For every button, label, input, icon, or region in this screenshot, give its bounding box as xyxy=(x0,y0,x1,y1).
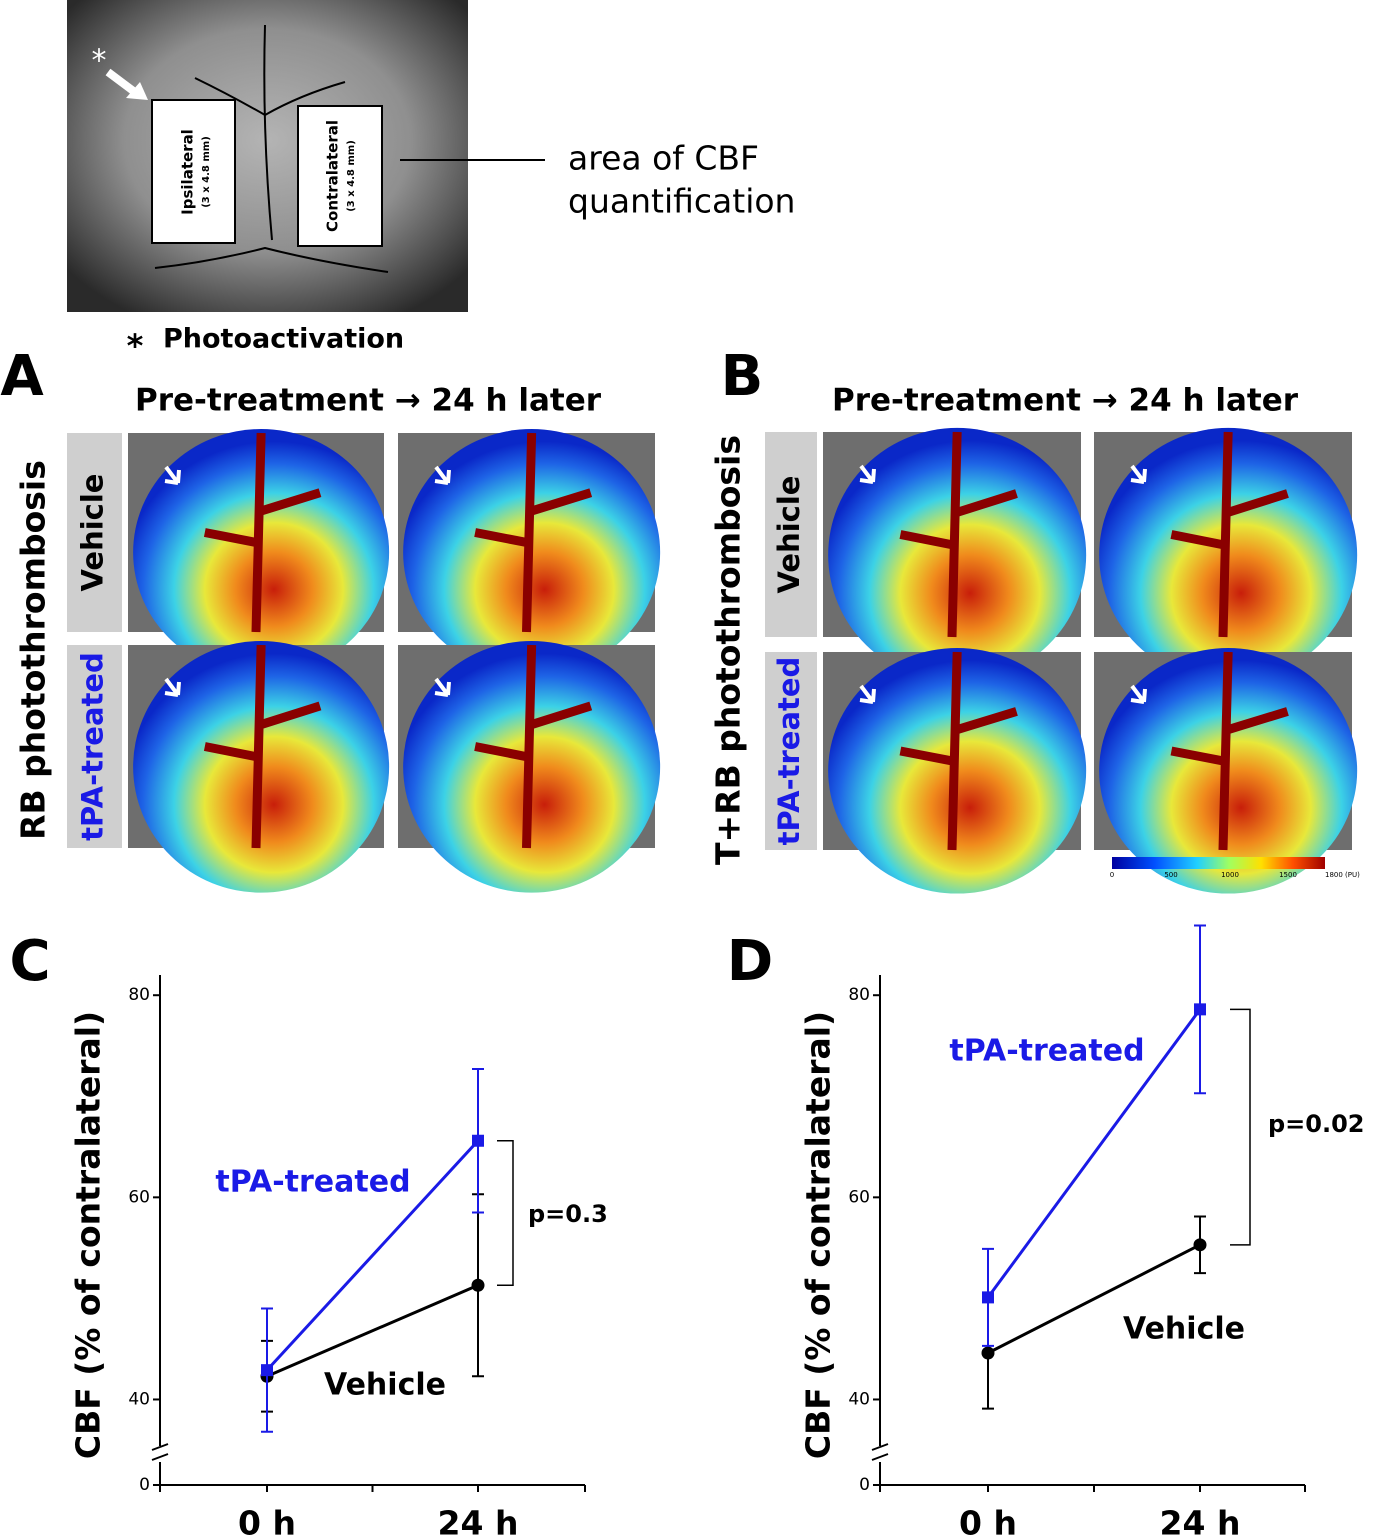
series-label: tPA-treated xyxy=(949,1034,1144,1069)
photo-marker: * xyxy=(92,44,107,79)
colorbar-label: 1800 (PU) xyxy=(1325,871,1360,879)
marker xyxy=(471,1278,485,1292)
axis-break xyxy=(871,1443,889,1461)
series-line xyxy=(986,1008,1202,1299)
arrow xyxy=(164,677,181,697)
y-tick-label: 0 xyxy=(139,1475,150,1495)
panel-header: Pre-treatment → 24 h later xyxy=(135,383,602,419)
colorbar-label: 1500 xyxy=(1279,871,1297,879)
arrow xyxy=(859,464,876,484)
arrow xyxy=(1130,684,1147,704)
row-label: tPA-treated xyxy=(772,657,806,846)
p-value: p=0.3 xyxy=(528,1200,608,1228)
series-label: Vehicle xyxy=(324,1368,446,1403)
y-tick-label: 60 xyxy=(128,1187,150,1207)
arrow xyxy=(434,677,451,697)
vessel xyxy=(899,431,1018,638)
colorbar xyxy=(1112,857,1325,869)
y-tick-label: 40 xyxy=(848,1389,870,1409)
series-line xyxy=(265,1139,480,1372)
marker xyxy=(261,1364,273,1377)
row-box xyxy=(765,652,817,850)
row-label: tPA-treated xyxy=(76,652,110,841)
bracket xyxy=(497,1139,514,1287)
row-box xyxy=(765,432,817,637)
panel-header: Pre-treatment → 24 h later xyxy=(832,383,1299,419)
vessel xyxy=(203,432,322,633)
vessel xyxy=(1170,651,1289,851)
series-line xyxy=(266,1283,479,1378)
p-value: p=0.02 xyxy=(1268,1110,1365,1138)
row-label: Vehicle xyxy=(772,476,806,594)
callout: area of CBF xyxy=(568,139,759,178)
side-label: T+RB photothrombosis xyxy=(709,435,748,865)
y-tick-label: 0 xyxy=(859,1475,870,1495)
arrow xyxy=(1130,464,1147,484)
y-tick-label: 80 xyxy=(128,985,150,1005)
y-axis-label: CBF (% of contralateral) xyxy=(799,1011,838,1459)
x-tick-label: 0 h xyxy=(238,1504,296,1539)
marker xyxy=(1194,1003,1206,1016)
row-label: Vehicle xyxy=(76,474,110,592)
box-size: (3 x 4.8 mm) xyxy=(346,140,357,212)
colorbar-label: 1000 xyxy=(1221,871,1239,879)
colorbar-label: 0 xyxy=(1110,871,1114,879)
arrow xyxy=(859,684,876,704)
callout: quantification xyxy=(568,182,795,221)
x-tick-label: 24 h xyxy=(1160,1504,1241,1539)
box-label: Ipsilateral xyxy=(179,129,197,215)
arrow xyxy=(434,465,451,485)
axis-break xyxy=(151,1443,169,1461)
marker xyxy=(1193,1238,1207,1252)
photo xyxy=(67,0,545,312)
side-label: RB photothrombosis xyxy=(14,460,53,840)
panel-letter: B xyxy=(721,344,764,409)
panel-letter: C xyxy=(9,929,50,994)
colorbar-label: 500 xyxy=(1164,871,1177,879)
marker xyxy=(982,1291,994,1304)
x-tick-label: 0 h xyxy=(959,1504,1017,1539)
vessel xyxy=(899,651,1018,851)
vessel xyxy=(1170,431,1289,638)
y-tick-label: 60 xyxy=(848,1187,870,1207)
x-tick-label: 24 h xyxy=(438,1504,519,1539)
arrow xyxy=(164,465,181,485)
marker xyxy=(981,1346,995,1360)
box-label: Contralateral xyxy=(324,120,342,232)
series-label: tPA-treated xyxy=(215,1165,410,1200)
panel-letter: D xyxy=(727,929,773,994)
series-label: Vehicle xyxy=(1123,1312,1245,1347)
vessel xyxy=(474,432,593,633)
box-size: (3 x 4.8 mm) xyxy=(201,136,212,208)
legend-marker: * xyxy=(127,327,144,365)
y-tick-label: 40 xyxy=(128,1389,150,1409)
row-box xyxy=(67,645,122,848)
row-box xyxy=(67,433,122,632)
marker xyxy=(472,1134,484,1147)
legend-text: Photoactivation xyxy=(163,324,404,355)
series-line xyxy=(987,1243,1201,1355)
vessel xyxy=(474,644,593,849)
y-tick-label: 80 xyxy=(848,985,870,1005)
panel-letter: A xyxy=(0,344,44,409)
bracket xyxy=(1230,1008,1251,1246)
y-axis-label: CBF (% of contralateral) xyxy=(69,1011,108,1459)
vessel xyxy=(203,644,322,849)
